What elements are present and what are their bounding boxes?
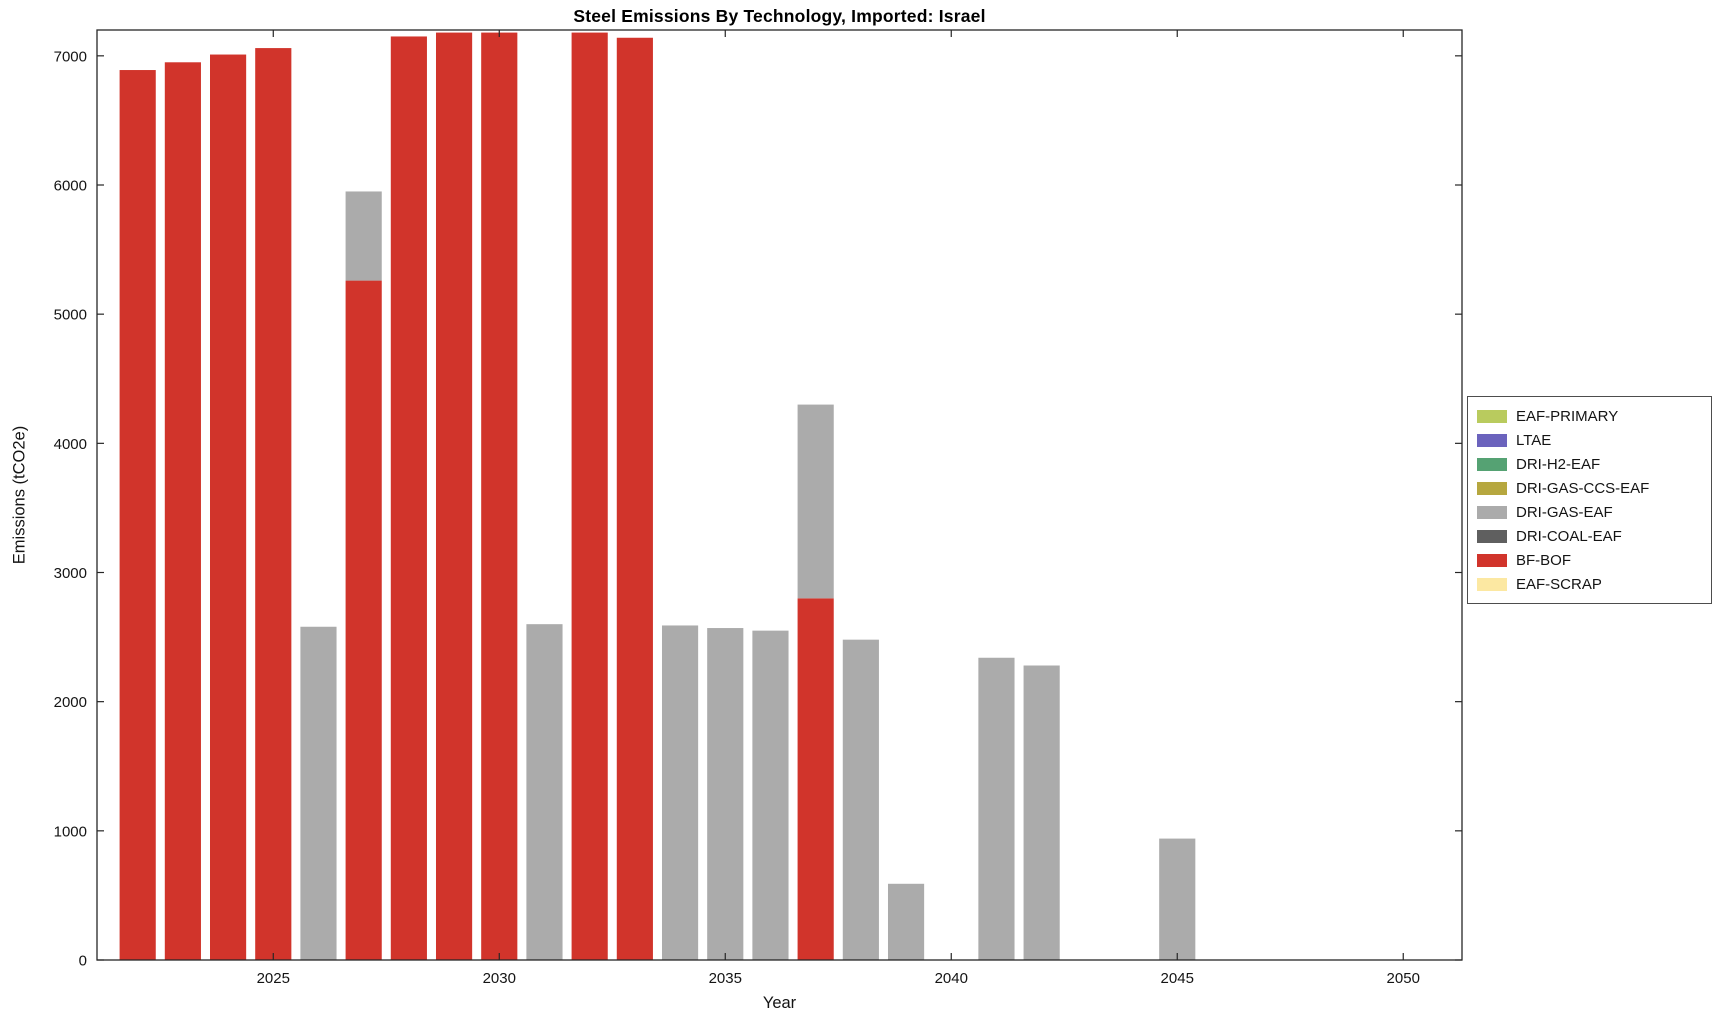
legend-label: DRI-COAL-EAF <box>1516 527 1622 545</box>
y-axis-label: Emissions (tCO2e) <box>10 425 29 565</box>
x-tick-label: 2050 <box>1387 970 1420 987</box>
legend-label: DRI-GAS-EAF <box>1516 503 1613 521</box>
chart-title: Steel Emissions By Technology, Imported:… <box>573 6 986 26</box>
legend-label: EAF-SCRAP <box>1516 575 1602 593</box>
bar-segment-2042-DRI-GAS-EAF <box>1023 665 1060 960</box>
legend-item-DRI-GAS-EAF: DRI-GAS-EAF <box>1477 500 1702 524</box>
y-tick-label: 4000 <box>54 436 87 453</box>
legend-swatch-DRI-H2-EAF <box>1477 457 1507 471</box>
legend-swatch-BF-BOF <box>1477 553 1507 567</box>
y-tick-label: 3000 <box>54 565 87 582</box>
x-tick-label: 2030 <box>483 970 516 987</box>
bar-segment-2041-DRI-GAS-EAF <box>978 657 1015 960</box>
bar-segment-2031-DRI-GAS-EAF <box>526 624 563 960</box>
bar-segment-2025-BF-BOF <box>255 48 292 960</box>
bar-segment-2033-BF-BOF <box>616 37 653 960</box>
legend-item-DRI-COAL-EAF: DRI-COAL-EAF <box>1477 524 1702 548</box>
bar-segment-2028-BF-BOF <box>390 36 427 960</box>
bar-segment-2034-DRI-GAS-EAF <box>661 625 699 960</box>
bar-segment-2029-BF-BOF <box>435 32 473 960</box>
bar-segment-2045-DRI-GAS-EAF <box>1159 838 1196 960</box>
bar-segment-2038-DRI-GAS-EAF <box>842 639 879 960</box>
bar-segment-2024-BF-BOF <box>210 54 247 961</box>
y-tick-label: 2000 <box>54 694 87 711</box>
legend-swatch-DRI-GAS-CCS-EAF <box>1477 481 1507 495</box>
bar-segment-2027-BF-BOF <box>345 280 382 961</box>
bar-segment-2035-DRI-GAS-EAF <box>707 628 744 960</box>
legend-swatch-DRI-COAL-EAF <box>1477 529 1507 543</box>
legend-item-DRI-GAS-CCS-EAF: DRI-GAS-CCS-EAF <box>1477 476 1702 500</box>
bar-segment-2030-BF-BOF <box>481 32 518 960</box>
legend-item-EAF-PRIMARY: EAF-PRIMARY <box>1477 404 1702 428</box>
legend: EAF-PRIMARY LTAE DRI-H2-EAF DRI-GAS-CCS-EAF… <box>1467 396 1712 604</box>
bar-segment-2027-DRI-GAS-EAF <box>345 191 382 281</box>
legend-item-LTAE: LTAE <box>1477 428 1702 452</box>
bar-segment-2039-DRI-GAS-EAF <box>887 883 925 960</box>
bar-segment-2036-DRI-GAS-EAF <box>752 630 789 961</box>
legend-item-DRI-H2-EAF: DRI-H2-EAF <box>1477 452 1702 476</box>
legend-label: EAF-PRIMARY <box>1516 407 1619 425</box>
x-tick-label: 2025 <box>257 970 290 987</box>
bar-segment-2022-BF-BOF <box>119 70 156 961</box>
bar-segment-2037-DRI-GAS-EAF <box>797 404 834 599</box>
legend-swatch-EAF-PRIMARY <box>1477 409 1507 423</box>
legend-swatch-LTAE <box>1477 433 1507 447</box>
y-tick-label: 6000 <box>54 178 87 195</box>
y-tick-label: 7000 <box>54 48 87 65</box>
bar-segment-2032-BF-BOF <box>571 32 608 960</box>
legend-item-BF-BOF: BF-BOF <box>1477 548 1702 572</box>
y-tick-label: 1000 <box>54 823 87 840</box>
y-tick-label: 0 <box>79 953 87 970</box>
x-tick-label: 2045 <box>1161 970 1194 987</box>
x-tick-label: 2035 <box>709 970 742 987</box>
x-tick-label: 2040 <box>935 970 968 987</box>
legend-label: LTAE <box>1516 431 1552 449</box>
legend-label: DRI-GAS-CCS-EAF <box>1516 479 1650 497</box>
bar-segment-2037-BF-BOF <box>797 598 834 960</box>
bar-segment-2023-BF-BOF <box>164 62 201 961</box>
legend-label: DRI-H2-EAF <box>1516 455 1601 473</box>
legend-item-EAF-SCRAP: EAF-SCRAP <box>1477 572 1702 596</box>
legend-label: BF-BOF <box>1516 551 1571 569</box>
x-axis-label: Year <box>762 994 797 1012</box>
legend-swatch-DRI-GAS-EAF <box>1477 505 1507 519</box>
bar-segment-2026-DRI-GAS-EAF <box>300 626 337 960</box>
legend-swatch-EAF-SCRAP <box>1477 577 1507 591</box>
y-tick-label: 5000 <box>54 307 87 324</box>
plot-box <box>96 29 1463 961</box>
